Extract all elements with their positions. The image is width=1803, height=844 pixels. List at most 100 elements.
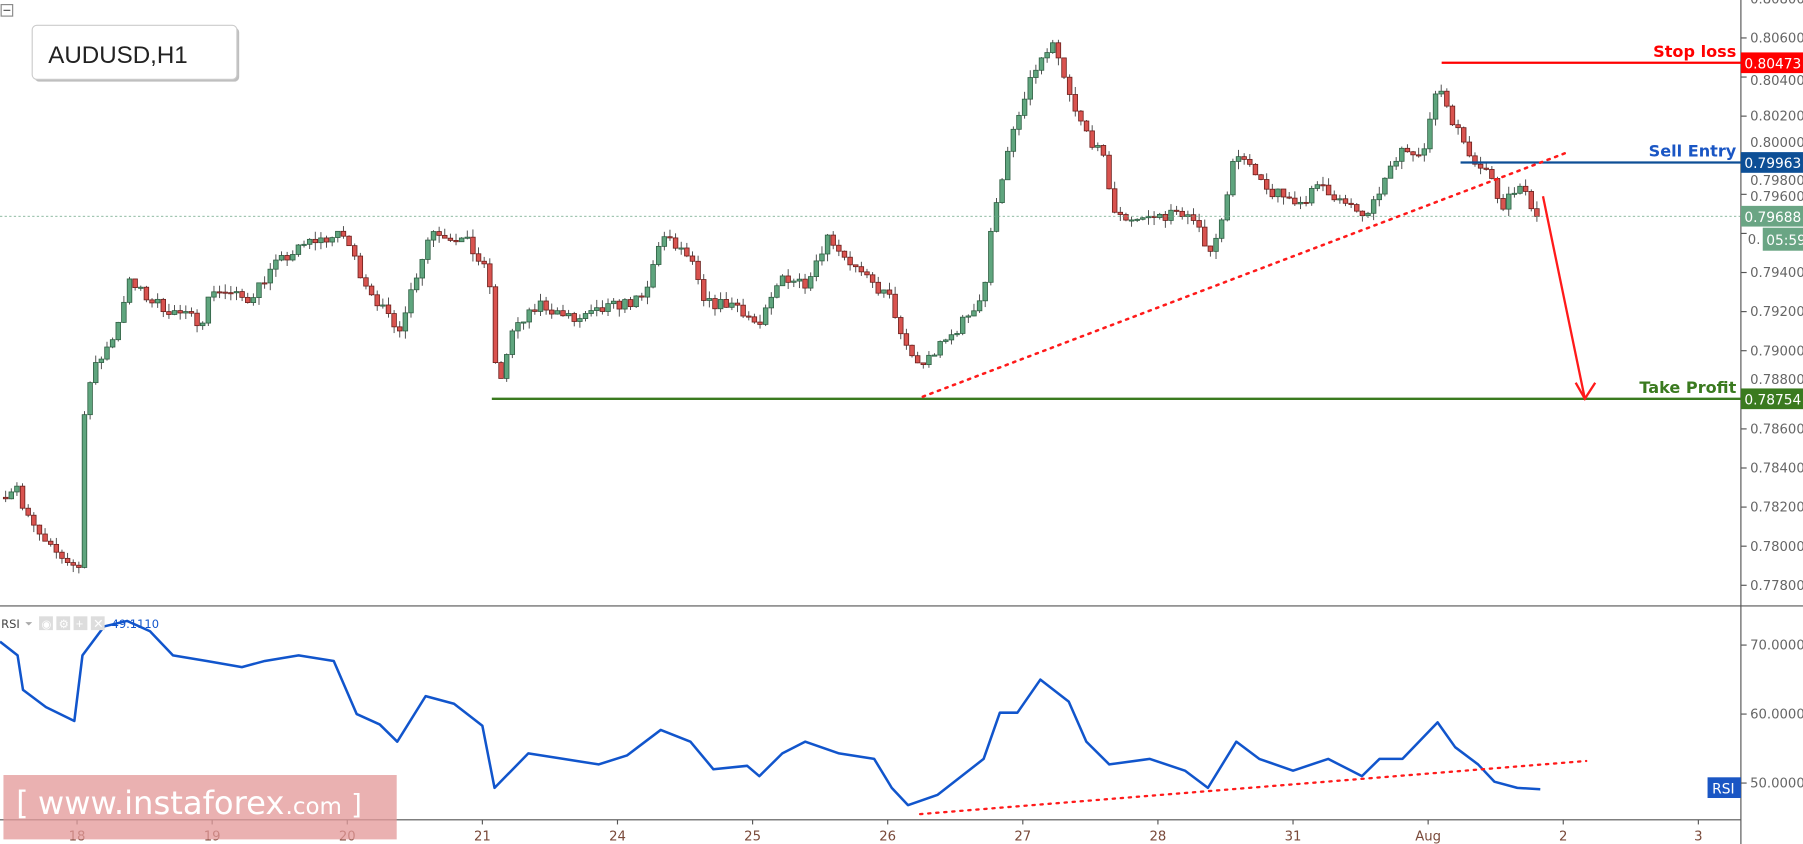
candle — [458, 237, 465, 243]
candle-body-bull — [1010, 128, 1017, 152]
candle — [706, 291, 713, 308]
candle-body-bear — [166, 311, 172, 315]
candle — [1106, 151, 1112, 190]
rsi-badge-bg — [1707, 777, 1741, 799]
rsi-dropdown-icon[interactable] — [25, 622, 33, 626]
candle — [1415, 147, 1422, 158]
candle-body-bear — [1100, 145, 1107, 156]
candle — [363, 274, 369, 290]
candle-body-bear — [616, 300, 622, 310]
candle-body-bear — [25, 507, 31, 516]
candle — [582, 310, 589, 322]
candle — [875, 276, 881, 296]
candle-body-bull — [633, 295, 639, 308]
candle — [1483, 162, 1489, 171]
rsi-label[interactable]: RSI — [1, 617, 20, 631]
price-badge: 0.78754 — [1744, 393, 1801, 409]
candle-body-bull — [1016, 114, 1022, 130]
candle-body-bull — [807, 276, 814, 289]
candle-body-bull — [526, 309, 532, 323]
candle — [751, 313, 758, 324]
candle-body-bear — [847, 256, 853, 266]
candle-body-bull — [1213, 237, 1219, 252]
candle-body-bear — [475, 253, 482, 262]
candle-body-bear — [397, 326, 403, 332]
candle — [278, 251, 285, 262]
candle-body-bear — [442, 234, 448, 239]
candle-body-bull — [1145, 215, 1152, 219]
collapse-icon[interactable] — [0, 4, 14, 17]
candle-body-bull — [881, 289, 887, 294]
candle — [132, 278, 138, 291]
candle — [357, 252, 364, 279]
rsi-add-icon[interactable] — [73, 616, 88, 631]
candle-body-bull — [768, 296, 774, 309]
candle-body-bull — [464, 236, 470, 239]
candle — [149, 298, 155, 308]
candle-body-bear — [836, 244, 842, 252]
candle — [971, 303, 977, 317]
candle-body-bear — [59, 551, 65, 559]
rsi-close-icon[interactable] — [90, 616, 105, 631]
candle — [1072, 86, 1078, 117]
candle-body-bear — [841, 250, 848, 258]
candle-body-bull — [954, 333, 960, 336]
candle-body-bear — [1500, 198, 1506, 210]
candle — [723, 292, 729, 308]
candle — [1354, 203, 1360, 213]
x-tick-label: 31 — [1285, 830, 1302, 844]
candle-body-bear — [143, 286, 150, 301]
candle-body-bear — [1404, 147, 1411, 153]
symbol-label: AUDUSD,H1 — [48, 42, 187, 69]
price-badge-bg — [1740, 52, 1803, 74]
candle — [577, 314, 583, 328]
candle — [351, 243, 358, 260]
candle — [639, 292, 645, 301]
candle-body-bear — [898, 317, 904, 335]
x-tick-label: 3 — [1694, 830, 1702, 844]
candle — [1033, 64, 1039, 84]
candle — [481, 256, 487, 268]
watermark-open: [ — [16, 784, 29, 822]
candle-body-bull — [1365, 212, 1371, 217]
candle — [413, 273, 420, 293]
candle — [1432, 90, 1439, 126]
candle — [779, 274, 786, 287]
candle-body-bear — [1258, 174, 1264, 180]
current-price-badge-bg — [1740, 205, 1803, 227]
rsi-visibility-icon[interactable] — [39, 616, 53, 631]
candle — [93, 355, 99, 385]
candle-body-bull — [605, 303, 611, 312]
candle-body-bear — [667, 236, 673, 239]
candle — [453, 233, 459, 246]
candle-body-bull — [774, 285, 780, 298]
candle-body-bear — [487, 263, 493, 288]
candle-body-bear — [1202, 226, 1208, 247]
candle-body-bear — [1410, 151, 1416, 156]
candle — [695, 255, 701, 285]
candle — [487, 258, 493, 295]
rsi-settings-icon[interactable] — [56, 616, 71, 631]
candle-body-bear — [1280, 188, 1287, 198]
candle — [729, 297, 735, 311]
candle-body-bull — [1438, 90, 1444, 95]
candle-body-bull — [250, 297, 257, 303]
candle-body-bull — [1511, 192, 1518, 195]
candle — [813, 254, 820, 282]
candle-body-bear — [70, 562, 76, 566]
candle-body-bull — [796, 278, 803, 282]
candle — [610, 298, 617, 309]
candle-body-bear — [1263, 179, 1270, 190]
candle — [1252, 163, 1259, 176]
rsi-value: 49.1110 — [112, 617, 160, 631]
candle-body-bull — [233, 291, 240, 294]
candle — [109, 337, 116, 349]
candle-body-bear — [695, 260, 701, 280]
candle-body-bull — [104, 346, 110, 360]
candle-body-bull — [1314, 184, 1321, 189]
candle-body-bear — [1342, 198, 1349, 204]
candle — [1455, 119, 1461, 135]
candle-body-bull — [318, 237, 324, 244]
candle-body-bear — [1247, 158, 1253, 165]
